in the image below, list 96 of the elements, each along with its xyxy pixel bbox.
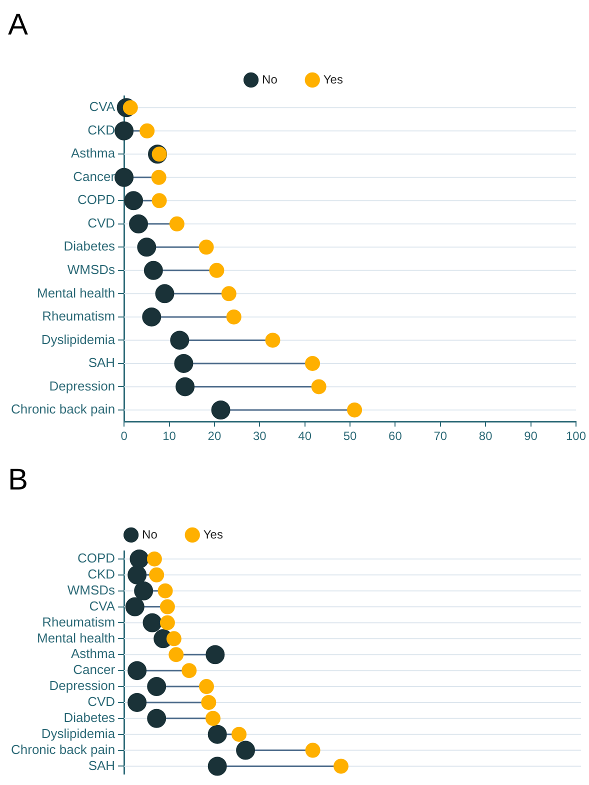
y-tick-label: CKD <box>88 566 116 582</box>
point <box>169 216 184 232</box>
y-tick-label: WMSDs <box>67 582 116 598</box>
y-tick-label: Dyslipidemia <box>41 332 116 347</box>
point <box>265 332 280 348</box>
point <box>142 613 162 632</box>
x-tick-label: 100 <box>566 429 586 444</box>
point <box>158 583 173 598</box>
chart-title: A <box>8 8 28 42</box>
y-tick-label: SAH <box>88 355 116 370</box>
point <box>347 402 362 418</box>
point <box>128 565 147 584</box>
point <box>221 286 236 302</box>
point <box>129 214 148 234</box>
y-tick-label: Mental health <box>36 285 116 300</box>
point <box>125 597 144 616</box>
point <box>226 309 242 324</box>
point <box>142 307 162 326</box>
point <box>232 726 247 742</box>
y-tick-label: Mental health <box>36 630 116 646</box>
x-tick-label: 20 <box>208 429 222 444</box>
point <box>305 356 320 371</box>
y-tick-label: Depression <box>49 378 116 394</box>
y-tick-label: Diabetes <box>64 238 116 254</box>
point <box>182 663 197 678</box>
point <box>176 377 195 396</box>
y-tick-label: Diabetes <box>64 710 116 725</box>
y-tick-label: Asthma <box>70 646 116 662</box>
y-tick-label: CVD <box>88 215 116 230</box>
point <box>168 647 184 662</box>
y-tick-label: Chronic back pain <box>10 742 116 757</box>
x-tick-label: 60 <box>388 429 402 444</box>
point <box>146 551 162 566</box>
point <box>152 193 167 208</box>
y-tick-label: CVA <box>89 598 116 614</box>
point <box>155 284 174 304</box>
point <box>208 756 227 776</box>
y-tick-label: CKD <box>88 122 116 138</box>
point <box>211 400 230 420</box>
y-tick-label: CVA <box>89 99 116 114</box>
point <box>140 123 155 138</box>
point <box>149 567 164 582</box>
chart-title: B <box>8 463 28 496</box>
point <box>137 238 156 257</box>
point <box>160 599 175 614</box>
legend-label: Yes <box>203 527 223 542</box>
point <box>208 724 227 744</box>
x-tick-label: 10 <box>162 429 176 444</box>
y-tick-label: COPD <box>77 192 116 208</box>
point <box>128 692 147 712</box>
x-tick-label: 50 <box>343 429 358 444</box>
x-tick-label: 90 <box>524 429 538 444</box>
y-tick-label: WMSDs <box>67 262 116 278</box>
x-tick-label: 40 <box>298 429 312 444</box>
y-tick-label: Asthma <box>70 146 116 161</box>
point <box>206 645 225 664</box>
point <box>124 191 144 210</box>
point <box>305 742 320 758</box>
legend-label: Yes <box>323 72 343 86</box>
y-tick-label: Dyslipidemia <box>41 726 116 741</box>
point <box>151 170 166 185</box>
point <box>198 240 214 255</box>
legend-label: No <box>142 527 158 542</box>
y-tick-label: Cancer <box>73 168 116 184</box>
point <box>201 694 216 710</box>
x-tick-label: 30 <box>252 429 267 444</box>
x-tick-label: 0 <box>120 429 128 444</box>
point <box>130 549 149 568</box>
point <box>147 677 166 696</box>
y-tick-label: COPD <box>77 550 116 566</box>
point <box>209 262 224 278</box>
point <box>198 679 214 694</box>
point <box>144 260 163 280</box>
y-tick-label: Chronic back pain <box>10 402 116 417</box>
point <box>128 661 147 680</box>
point <box>170 330 190 350</box>
point <box>206 710 221 726</box>
point <box>114 168 134 187</box>
point <box>134 581 154 600</box>
x-tick-label: 80 <box>478 429 493 444</box>
y-tick-label: Rheumatism <box>42 308 116 324</box>
point <box>236 740 256 760</box>
point <box>311 379 326 394</box>
legend-label: No <box>262 72 278 86</box>
y-tick-label: CVD <box>88 694 116 710</box>
point <box>174 354 194 373</box>
point <box>114 121 134 140</box>
x-tick-label: 70 <box>434 429 448 444</box>
y-tick-label: Rheumatism <box>42 614 116 630</box>
y-tick-label: Depression <box>49 678 116 694</box>
point <box>334 758 348 774</box>
y-tick-label: SAH <box>88 758 116 773</box>
point <box>160 615 175 630</box>
y-tick-label: Cancer <box>73 662 116 678</box>
point <box>147 708 166 728</box>
point <box>166 631 182 646</box>
